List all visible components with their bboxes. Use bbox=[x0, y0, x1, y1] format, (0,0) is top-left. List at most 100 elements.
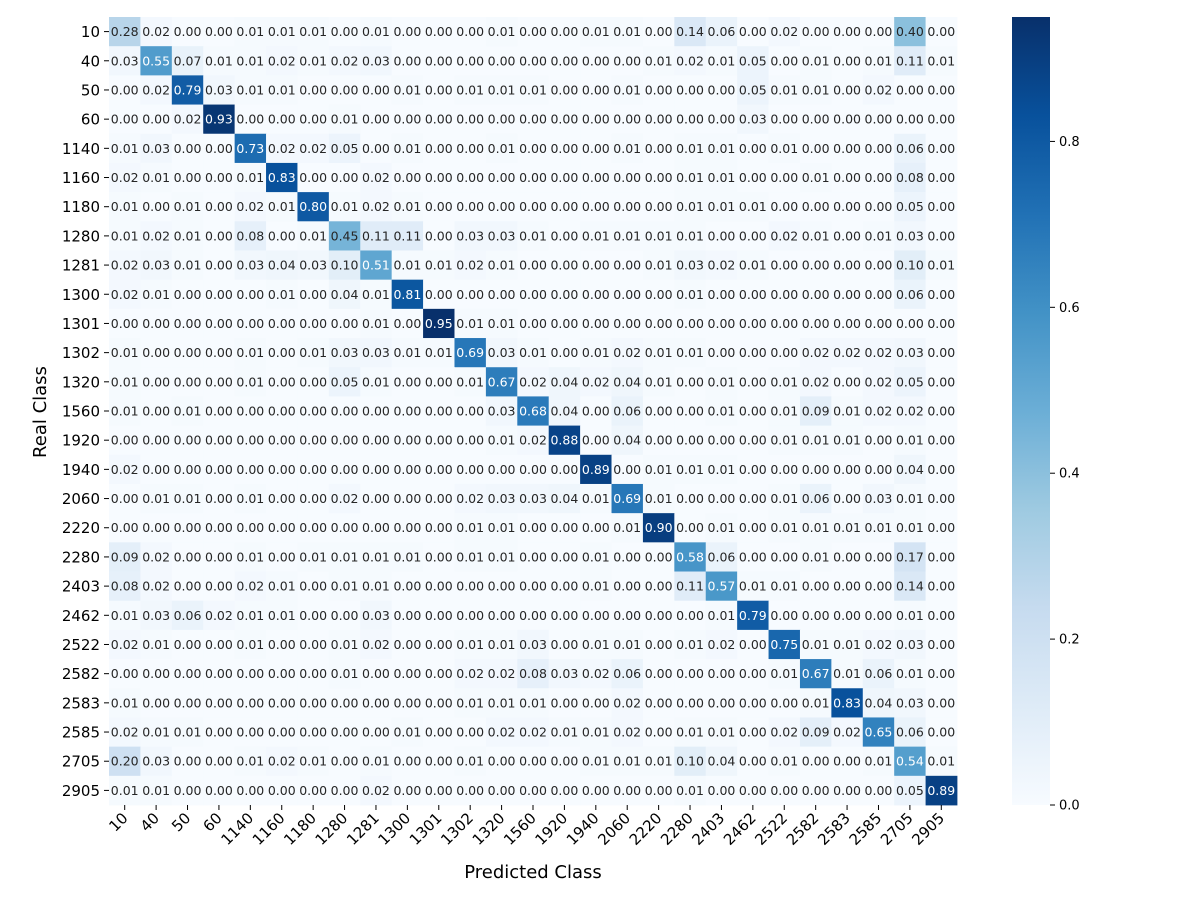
cell-value-label: 0.00 bbox=[488, 783, 516, 798]
heatmap-cell bbox=[611, 104, 644, 135]
heatmap-cell bbox=[831, 659, 864, 689]
cell-value-label: 0.00 bbox=[645, 549, 673, 564]
heatmap-cell bbox=[234, 688, 267, 718]
heatmap-cell bbox=[266, 571, 298, 602]
heatmap-cell bbox=[799, 571, 832, 602]
heatmap-cell bbox=[705, 659, 738, 689]
heatmap-cell bbox=[109, 571, 141, 602]
cell-value-label: 0.00 bbox=[331, 316, 359, 331]
cell-value-label: 0.00 bbox=[708, 112, 736, 127]
heatmap-cell bbox=[140, 75, 173, 105]
cell-value-label: 0.00 bbox=[519, 287, 547, 302]
cell-value-label: 0.00 bbox=[770, 462, 798, 477]
heatmap-cell bbox=[517, 483, 550, 514]
cell-value-label: 0.00 bbox=[927, 433, 955, 448]
heatmap-cell bbox=[799, 162, 832, 193]
y-tick-label: 1300 bbox=[62, 286, 100, 304]
cell-value-label: 0.00 bbox=[645, 287, 673, 302]
cell-value-label: 0.02 bbox=[519, 433, 547, 448]
heatmap-cell bbox=[862, 454, 895, 485]
heatmap-cell bbox=[297, 659, 330, 689]
heatmap-cell bbox=[423, 17, 455, 47]
heatmap-cell bbox=[862, 600, 895, 631]
heatmap-cell bbox=[737, 629, 769, 660]
cell-value-label: 0.00 bbox=[519, 549, 547, 564]
cell-value-label: 0.01 bbox=[739, 199, 767, 214]
cell-value-label: 0.00 bbox=[645, 695, 673, 710]
heatmap-cell bbox=[548, 396, 581, 426]
cell-value-label: 0.00 bbox=[865, 579, 893, 594]
cell-value-label: 0.00 bbox=[708, 316, 736, 331]
cell-value-label: 0.01 bbox=[174, 404, 202, 419]
heatmap-cell bbox=[234, 308, 267, 339]
cell-value-label: 0.89 bbox=[927, 783, 955, 798]
cell-value-label: 0.01 bbox=[299, 345, 327, 360]
cell-value-label: 0.28 bbox=[111, 24, 139, 39]
heatmap-cell bbox=[454, 17, 487, 47]
cell-value-label: 0.00 bbox=[425, 695, 453, 710]
cell-value-label: 0.83 bbox=[833, 695, 861, 710]
heatmap-cell bbox=[925, 775, 958, 806]
heatmap-cell bbox=[423, 746, 455, 777]
heatmap-cell bbox=[360, 425, 393, 456]
cell-value-label: 0.00 bbox=[550, 112, 578, 127]
heatmap-cell bbox=[705, 600, 738, 631]
cell-value-label: 0.01 bbox=[770, 141, 798, 156]
heatmap-cell bbox=[737, 308, 769, 339]
heatmap-cell bbox=[705, 571, 738, 602]
cell-value-label: 0.00 bbox=[613, 258, 641, 273]
cell-value-label: 0.00 bbox=[550, 579, 578, 594]
heatmap-cell bbox=[485, 104, 518, 135]
cell-value-label: 0.04 bbox=[896, 462, 924, 477]
heatmap-cell bbox=[517, 367, 550, 397]
cell-value-label: 0.00 bbox=[927, 141, 955, 156]
cell-value-label: 0.00 bbox=[268, 316, 296, 331]
cell-value-label: 0.06 bbox=[613, 666, 641, 681]
cell-value-label: 0.01 bbox=[802, 170, 830, 185]
cell-value-label: 0.00 bbox=[456, 462, 484, 477]
cell-value-label: 0.00 bbox=[770, 549, 798, 564]
heatmap-cell bbox=[234, 659, 267, 689]
cell-value-label: 0.00 bbox=[393, 491, 421, 506]
cell-value-label: 0.00 bbox=[927, 374, 955, 389]
cell-value-label: 0.00 bbox=[205, 24, 233, 39]
heatmap-cell bbox=[548, 104, 581, 135]
cell-value-label: 0.00 bbox=[142, 316, 170, 331]
heatmap-cell bbox=[140, 746, 173, 777]
heatmap-cell bbox=[862, 483, 895, 514]
cell-value-label: 0.83 bbox=[268, 170, 296, 185]
heatmap-cell bbox=[266, 629, 298, 660]
heatmap-cell bbox=[360, 746, 393, 777]
cell-value-label: 0.01 bbox=[613, 24, 641, 39]
y-tick-label: 1302 bbox=[62, 344, 100, 362]
heatmap-cell bbox=[423, 717, 455, 748]
cell-value-label: 0.01 bbox=[833, 520, 861, 535]
heatmap-cell bbox=[925, 600, 958, 631]
cell-value-label: 0.00 bbox=[927, 637, 955, 652]
cell-value-label: 0.03 bbox=[142, 608, 170, 623]
cell-value-label: 0.00 bbox=[645, 579, 673, 594]
cell-value-label: 0.01 bbox=[456, 520, 484, 535]
heatmap-cell bbox=[203, 513, 236, 543]
cell-value-label: 0.00 bbox=[865, 258, 893, 273]
cell-value-label: 0.68 bbox=[519, 404, 547, 419]
cell-value-label: 0.58 bbox=[676, 549, 704, 564]
cell-value-label: 0.00 bbox=[393, 695, 421, 710]
heatmap-cell bbox=[234, 133, 267, 164]
heatmap-cell bbox=[297, 425, 330, 456]
heatmap-cell bbox=[203, 483, 236, 514]
cell-value-label: 0.06 bbox=[613, 404, 641, 419]
cell-value-label: 0.00 bbox=[488, 287, 516, 302]
cell-value-label: 0.00 bbox=[739, 287, 767, 302]
heatmap-cell bbox=[611, 571, 644, 602]
heatmap-cell bbox=[799, 483, 832, 514]
cell-value-label: 0.06 bbox=[708, 549, 736, 564]
cell-value-label: 0.00 bbox=[268, 520, 296, 535]
heatmap-cell bbox=[737, 279, 769, 310]
heatmap-cell bbox=[862, 46, 895, 76]
heatmap-cell bbox=[768, 542, 801, 572]
cell-value-label: 0.01 bbox=[613, 82, 641, 97]
heatmap-cell bbox=[203, 425, 236, 456]
heatmap-cell bbox=[642, 104, 675, 135]
